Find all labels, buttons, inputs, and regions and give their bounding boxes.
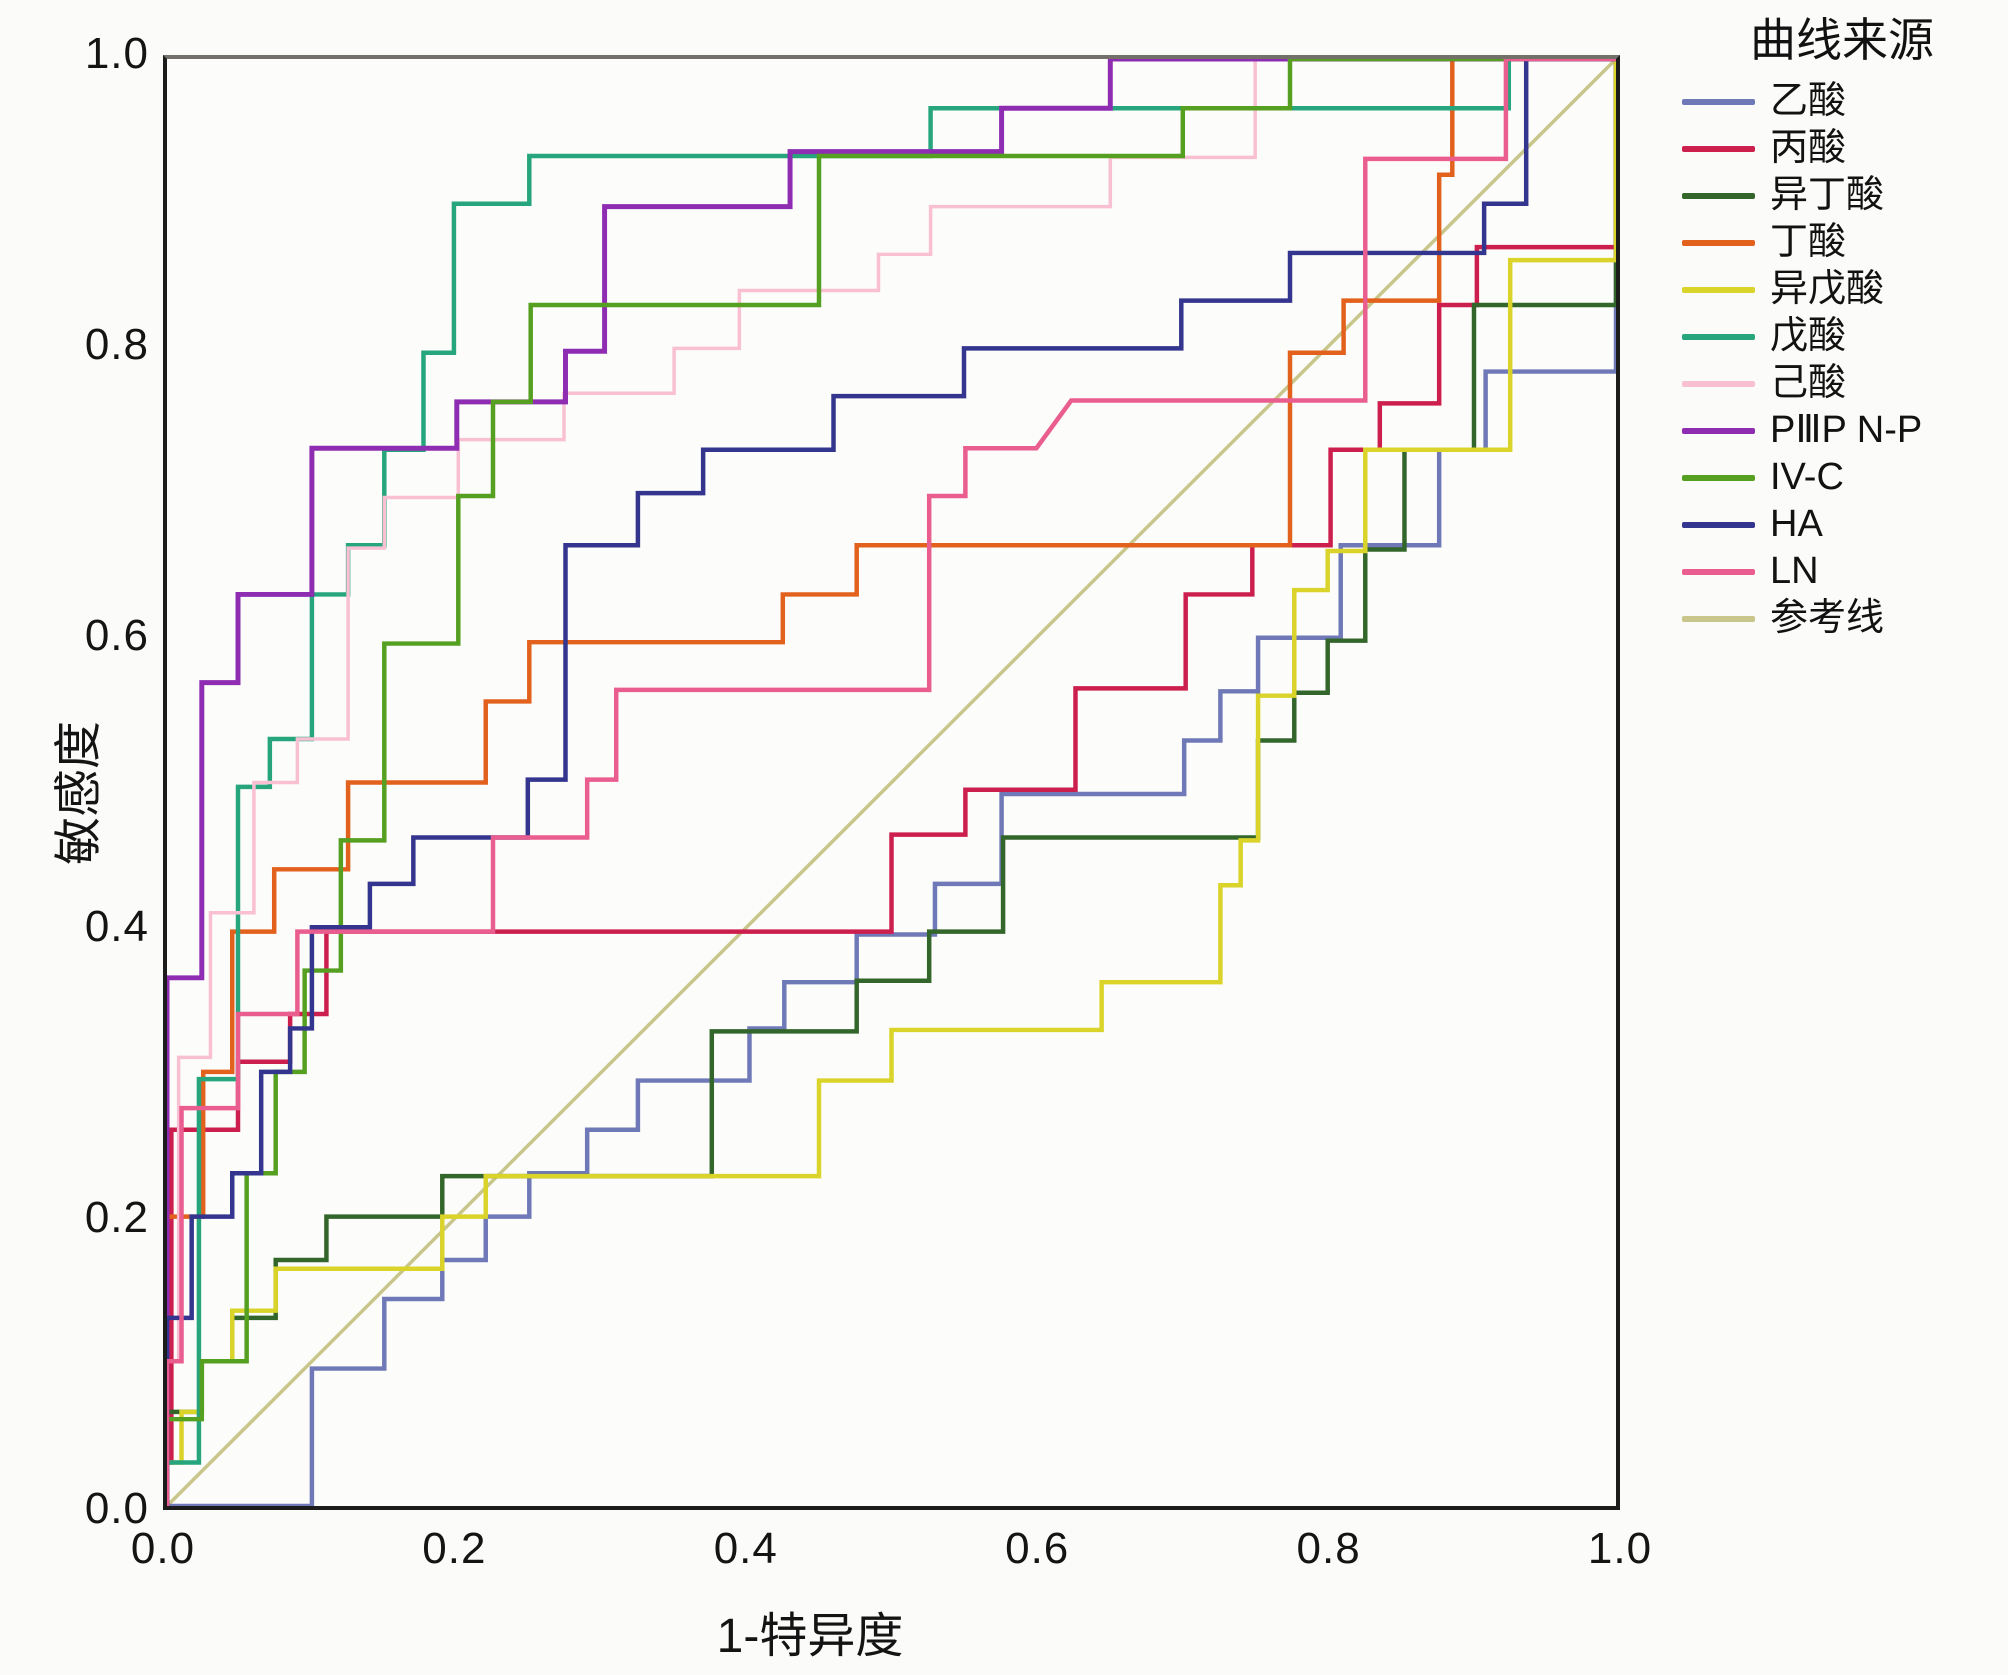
x-tick-label: 0.0 bbox=[130, 1524, 196, 1573]
x-tick-label: 1.0 bbox=[1587, 1524, 1653, 1573]
roc-curve-丁酸 bbox=[167, 59, 1616, 1506]
y-axis-title: 敏感度 bbox=[52, 721, 106, 866]
legend-label: 戊酸 bbox=[1770, 315, 1847, 357]
x-tick-label: 0.6 bbox=[1005, 1524, 1070, 1573]
legend-label: 己酸 bbox=[1770, 362, 1847, 404]
roc-curve-PⅢP N-P bbox=[167, 59, 1616, 1506]
legend-label: 丙酸 bbox=[1770, 127, 1847, 169]
roc-curves-canvas bbox=[167, 59, 1616, 1506]
plot-area bbox=[163, 55, 1620, 1510]
y-tick-label: 1.0 bbox=[84, 29, 149, 78]
legend-swatch-icon bbox=[1682, 333, 1755, 340]
legend-swatch-icon bbox=[1682, 521, 1755, 528]
legend-item-异丁酸: 异丁酸 bbox=[1682, 172, 2008, 219]
y-tick-label: 0.2 bbox=[84, 1193, 149, 1242]
legend-label: 异丁酸 bbox=[1770, 174, 1885, 216]
x-axis-title: 1-特异度 bbox=[716, 1610, 904, 1663]
legend-swatch-icon bbox=[1682, 380, 1755, 387]
legend-swatch-icon bbox=[1682, 145, 1755, 152]
legend-swatch-icon bbox=[1682, 427, 1755, 434]
roc-curve-HA bbox=[167, 59, 1616, 1506]
legend-swatch-icon bbox=[1682, 568, 1755, 575]
legend-label: 异戊酸 bbox=[1770, 268, 1885, 310]
legend-label: 参考线 bbox=[1770, 597, 1885, 639]
x-tick-label: 0.8 bbox=[1296, 1524, 1361, 1573]
legend-item-list: 乙酸丙酸异丁酸丁酸异戊酸戊酸己酸 PⅢP N-P IV-C HA LN 参考线 bbox=[1682, 78, 2008, 642]
legend-item-HA: HA bbox=[1682, 501, 2008, 548]
roc-curve-IV-C bbox=[167, 59, 1616, 1506]
legend-swatch-icon bbox=[1682, 474, 1755, 481]
legend-label: 乙酸 bbox=[1770, 80, 1847, 122]
legend-label: HA bbox=[1770, 503, 1823, 545]
y-tick-label: 0.4 bbox=[84, 902, 149, 951]
legend-swatch-icon bbox=[1682, 286, 1755, 293]
legend-swatch-icon bbox=[1682, 615, 1755, 622]
legend-swatch-icon bbox=[1682, 98, 1755, 105]
legend: 曲线来源 乙酸丙酸异丁酸丁酸异戊酸戊酸己酸 PⅢP N-P IV-C HA LN 参考线 bbox=[1682, 4, 2008, 639]
legend-item-乙酸: 乙酸 bbox=[1682, 78, 2008, 125]
legend-swatch-icon bbox=[1682, 239, 1755, 246]
legend-item-异戊酸: 异戊酸 bbox=[1682, 266, 2008, 313]
legend-item-PⅢP N-P: PⅢP N-P bbox=[1682, 407, 2008, 454]
x-tick-label: 0.2 bbox=[422, 1524, 487, 1573]
legend-label: 丁酸 bbox=[1770, 221, 1847, 263]
legend-item-参考线: 参考线 bbox=[1682, 595, 2008, 642]
y-tick-label: 0.6 bbox=[84, 611, 149, 660]
y-tick-label: 0.0 bbox=[84, 1484, 149, 1533]
y-tick-label: 0.8 bbox=[84, 320, 149, 369]
legend-item-LN: LN bbox=[1682, 548, 2008, 595]
x-tick-label: 0.4 bbox=[713, 1524, 778, 1573]
roc-curve-LN bbox=[167, 59, 1616, 1506]
legend-label: IV-C bbox=[1770, 456, 1844, 498]
legend-item-己酸: 己酸 bbox=[1682, 360, 2008, 407]
legend-item-丁酸: 丁酸 bbox=[1682, 219, 2008, 266]
roc-curve-异丁酸 bbox=[167, 59, 1616, 1506]
legend-item-丙酸: 丙酸 bbox=[1682, 125, 2008, 172]
legend-item-戊酸: 戊酸 bbox=[1682, 313, 2008, 360]
legend-title: 曲线来源 bbox=[1750, 14, 1934, 66]
legend-swatch-icon bbox=[1682, 192, 1755, 199]
legend-item-IV-C: IV-C bbox=[1682, 454, 2008, 501]
legend-label: PⅢP N-P bbox=[1770, 409, 1923, 451]
legend-label: LN bbox=[1770, 550, 1819, 592]
